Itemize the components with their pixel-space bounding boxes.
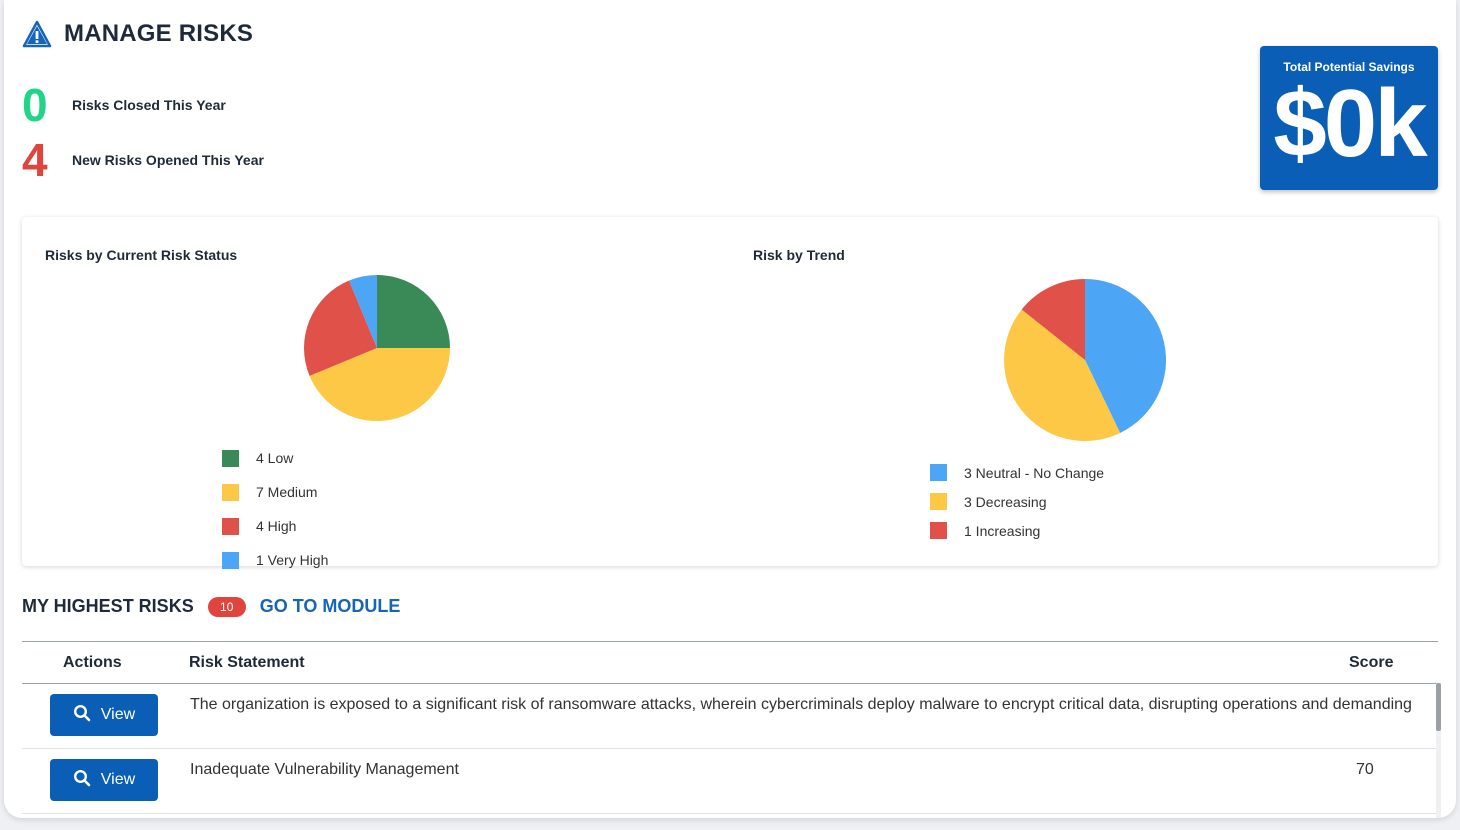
legend-label: 4 High [256, 518, 297, 534]
table-row: View The organization is exposed to a si… [22, 684, 1438, 749]
search-icon [73, 704, 91, 727]
legend-label: 7 Medium [256, 484, 318, 500]
legend-swatch [222, 483, 239, 501]
legend-swatch [930, 493, 947, 510]
legend-swatch [222, 517, 239, 535]
panel-header: MANAGE RISKS [22, 20, 253, 48]
savings-value: $0k [1273, 70, 1427, 177]
trend-legend: 3 Neutral - No Change 3 Decreasing 1 Inc… [930, 458, 1104, 545]
legend-swatch [930, 522, 947, 539]
status-pie-chart [304, 275, 450, 421]
legend-label: 4 Low [256, 450, 294, 466]
table-row: View Inadequate Vulnerability Management… [22, 749, 1438, 814]
legend-swatch [930, 464, 947, 481]
pie-slice-decreasing[interactable] [1004, 309, 1121, 441]
legend-label: 1 Very High [256, 552, 329, 568]
legend-item-neutral: 3 Neutral - No Change [930, 458, 1104, 487]
view-button-label: View [100, 706, 136, 723]
column-header-risk-statement[interactable]: Risk Statement [189, 654, 305, 671]
legend-label: 3 Neutral - No Change [964, 464, 1105, 481]
legend-item-decreasing: 3 Decreasing [930, 487, 1104, 516]
column-header-actions[interactable]: Actions [63, 654, 122, 671]
view-button[interactable]: View [50, 694, 158, 736]
legend-swatch [222, 551, 239, 569]
risk-score: 70 [1356, 761, 1374, 778]
total-savings-card: Total Potential Savings $0k [1260, 46, 1438, 190]
pie-slice-very-high[interactable] [349, 275, 377, 348]
search-icon [73, 769, 91, 792]
risks-opened-stat: 4 New Risks Opened This Year [22, 137, 264, 183]
risks-opened-label: New Risks Opened This Year [72, 152, 264, 168]
risks-closed-stat: 0 Risks Closed This Year [22, 82, 226, 128]
legend-item-increasing: 1 Increasing [930, 516, 1104, 545]
legend-item-very-high: 1 Very High [222, 543, 328, 577]
risks-closed-count: 0 [22, 79, 48, 131]
risks-opened-count: 4 [22, 134, 48, 186]
risk-statement: The organization is exposed to a signifi… [190, 696, 1412, 713]
charts-card: Risks by Current Risk Status 4 Low 7 Med… [22, 217, 1438, 569]
view-button-label: View [100, 771, 136, 788]
legend-label: 3 Decreasing [964, 493, 1047, 510]
legend-item-low: 4 Low [222, 441, 328, 475]
pie-slice-increasing[interactable] [1021, 279, 1085, 360]
trend-pie-chart [1004, 279, 1166, 441]
highest-risks-title: MY HIGHEST RISKS [22, 596, 194, 616]
page-title: MANAGE RISKS [64, 20, 254, 47]
status-chart-title: Risks by Current Risk Status [45, 247, 238, 263]
warning-triangle-icon [22, 20, 52, 48]
table-scrollbar[interactable] [1436, 683, 1441, 818]
go-to-module-link[interactable]: GO TO MODULE [259, 596, 401, 616]
legend-item-medium: 7 Medium [222, 475, 328, 509]
risk-count-badge: 10 [207, 596, 246, 617]
pie-slice-high[interactable] [304, 280, 377, 376]
savings-label: Total Potential Savings [1283, 60, 1415, 74]
legend-item-high: 4 High [222, 509, 328, 543]
pie-slice-low[interactable] [377, 275, 450, 348]
highest-risks-table: Actions Risk Statement Score View The or… [22, 641, 1438, 814]
status-legend: 4 Low 7 Medium 4 High 1 Very High [222, 441, 328, 577]
legend-label: 1 Increasing [964, 522, 1041, 539]
highest-risks-header: MY HIGHEST RISKS 10 GO TO MODULE [22, 596, 400, 617]
scrollbar-thumb[interactable] [1436, 683, 1441, 731]
pie-slice-medium[interactable] [309, 348, 450, 421]
risk-statement: Inadequate Vulnerability Management [190, 761, 459, 778]
risks-closed-label: Risks Closed This Year [72, 97, 226, 113]
view-button[interactable]: View [50, 759, 158, 801]
column-header-score[interactable]: Score [1349, 654, 1394, 671]
manage-risks-panel: MANAGE RISKS 0 Risks Closed This Year 4 … [4, 0, 1456, 818]
legend-swatch [222, 449, 239, 467]
trend-chart-title: Risk by Trend [753, 247, 845, 263]
pie-slice-neutral-no-change[interactable] [1085, 279, 1166, 433]
table-header: Actions Risk Statement Score [22, 642, 1438, 684]
